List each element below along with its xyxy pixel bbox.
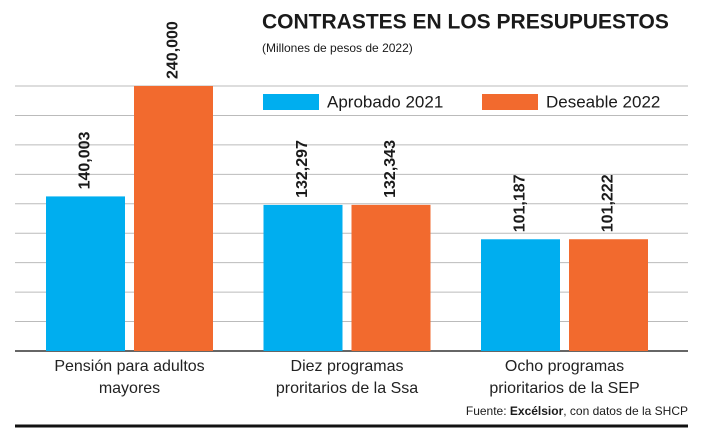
value-label: 140,003	[77, 131, 94, 189]
bar	[46, 196, 125, 351]
source-prefix: Fuente:	[466, 404, 510, 418]
legend-background	[255, 88, 688, 114]
bar	[134, 86, 213, 351]
legend-label: Aprobado 2021	[327, 92, 443, 111]
source-bold: Excélsior	[510, 404, 564, 418]
chart-title: CONTRASTES EN LOS PRESUPUESTOS	[262, 11, 669, 34]
x-tick-label: Ocho programas prioritarios de la SEP	[489, 358, 640, 397]
source-suffix: , con datos de la SHCP	[563, 404, 688, 418]
source: Fuente: Excélsior, con datos de la SHCP	[466, 404, 688, 418]
bar	[263, 204, 343, 351]
value-label: 132,343	[382, 140, 399, 198]
value-label: 101,222	[600, 174, 617, 232]
legend-label: Deseable 2022	[546, 92, 660, 111]
legend: Aprobado 2021 Deseable 2022	[255, 88, 688, 114]
legend-swatch	[482, 94, 538, 110]
x-tick-label: Diez programas proritarios de la Ssa	[275, 358, 419, 397]
x-tick-label: Pensión para adultos mayores	[54, 358, 205, 397]
bar	[481, 239, 560, 351]
bar	[351, 204, 431, 351]
value-label: 132,297	[294, 140, 311, 198]
value-label: 101,187	[512, 174, 529, 232]
legend-swatch	[263, 94, 319, 110]
chart-subtitle: (Millones de pesos de 2022)	[262, 41, 413, 55]
value-label: 240,000	[165, 21, 182, 79]
bar	[569, 239, 648, 351]
